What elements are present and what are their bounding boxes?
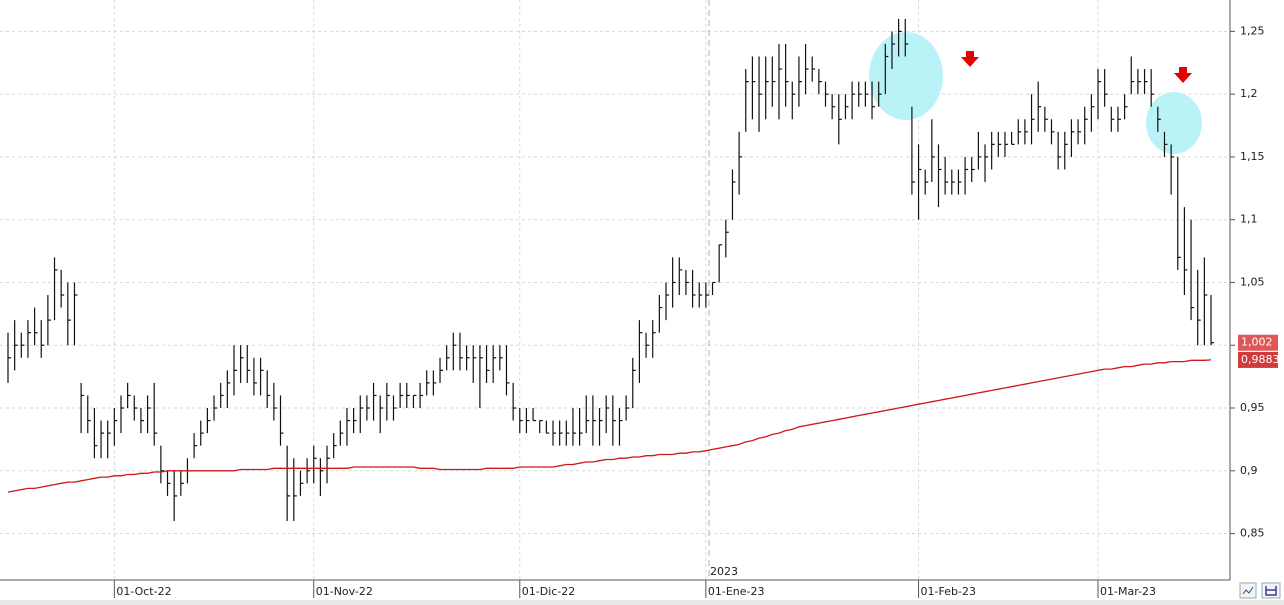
y-tick-label: 1,15 bbox=[1240, 150, 1265, 163]
down-arrow bbox=[1174, 67, 1192, 83]
price-tag-label: 1,002 bbox=[1241, 336, 1273, 349]
y-tick-label: 0,9 bbox=[1240, 464, 1258, 477]
x-tick-label: 01-Nov-22 bbox=[316, 585, 373, 598]
y-tick-label: 1,1 bbox=[1240, 213, 1258, 226]
zoom-icon bbox=[1242, 586, 1254, 595]
highlight-circle bbox=[869, 32, 943, 120]
price-tag bbox=[1238, 334, 1278, 351]
marks bbox=[7, 18, 1214, 521]
y-tick-label: 1,2 bbox=[1240, 87, 1258, 100]
moving-average bbox=[7, 359, 1212, 493]
settings-icon bbox=[1265, 586, 1277, 596]
y-tick-label: 0,85 bbox=[1240, 527, 1265, 540]
down-arrow bbox=[961, 51, 979, 67]
price-tag bbox=[1238, 351, 1278, 368]
x-tick-label: 01-Mar-23 bbox=[1100, 585, 1156, 598]
zoom-button[interactable] bbox=[1239, 582, 1257, 599]
x-tick-label: 01-Ene-23 bbox=[708, 585, 765, 598]
year-label: 2023 bbox=[710, 565, 738, 578]
scrollbar bbox=[0, 600, 1284, 605]
x-tick-label: 01-Feb-23 bbox=[921, 585, 976, 598]
price-tag-label: 0,9883 bbox=[1241, 353, 1280, 366]
y-tick-label: 0,95 bbox=[1240, 401, 1265, 414]
x-tick-label: 01-Oct-22 bbox=[116, 585, 171, 598]
y-tick-label: 1,25 bbox=[1240, 24, 1265, 37]
x-tick-label: 01-Dic-22 bbox=[522, 585, 576, 598]
highlight-circle bbox=[1146, 92, 1202, 154]
grid bbox=[0, 0, 1230, 580]
y-tick-label: 1,05 bbox=[1240, 275, 1265, 288]
